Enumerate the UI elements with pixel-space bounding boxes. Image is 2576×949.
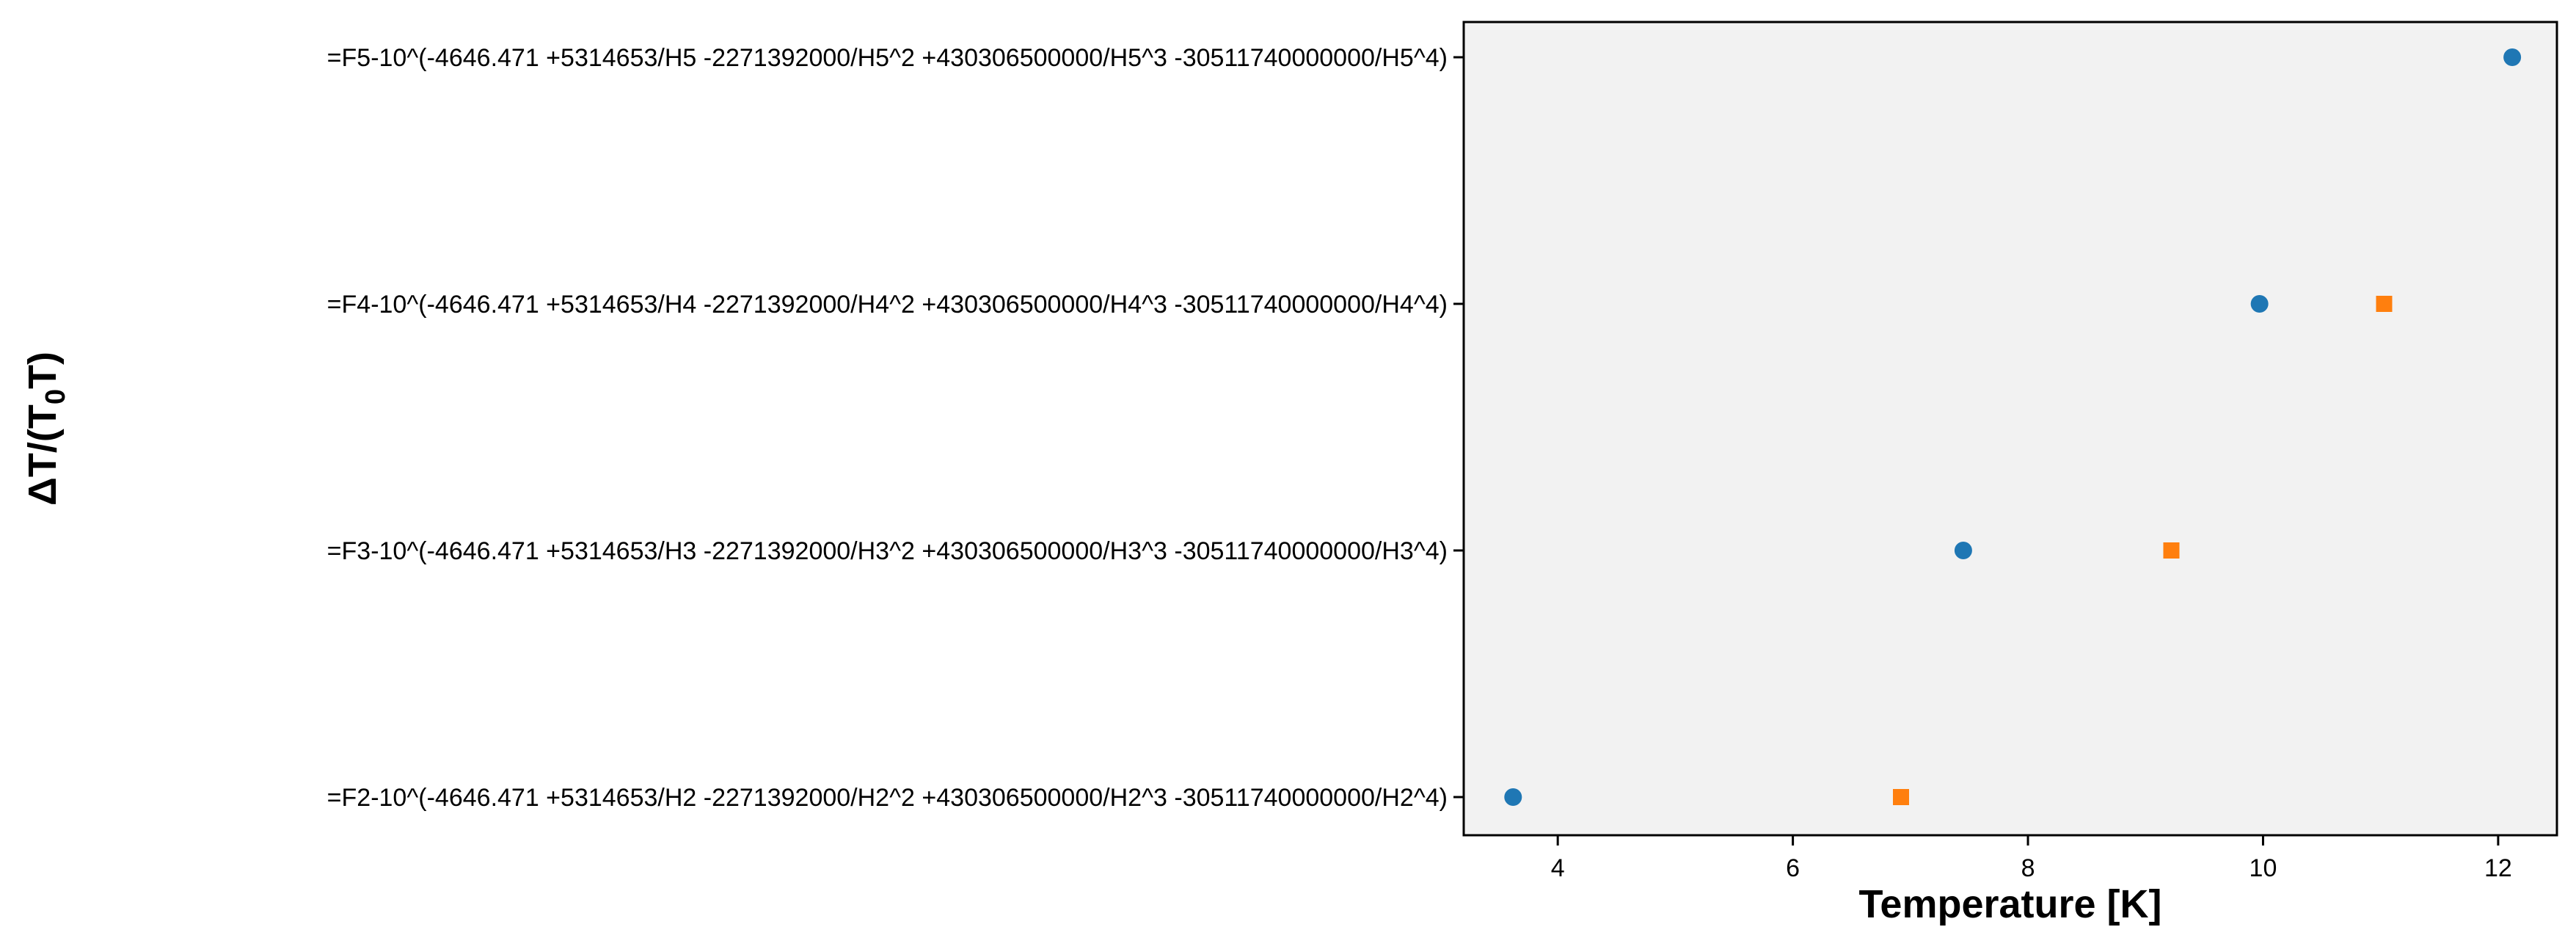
plot-frame (1462, 21, 2558, 837)
x-axis-ticks: 4 6 8 10 12 (1551, 835, 2512, 882)
series-1-point (1954, 542, 1972, 559)
plot-area (1464, 22, 2557, 835)
y-tick-label: =F5-10^(-4646.471 +5314653/H5 -227139200… (327, 44, 1448, 72)
y-tick-label: =F4-10^(-4646.471 +5314653/H4 -227139200… (327, 291, 1448, 319)
series-1-point (1504, 788, 1522, 806)
x-tick-label: 12 (2484, 854, 2512, 882)
series-1-point (2250, 295, 2269, 313)
x-tick-label: 8 (2021, 854, 2035, 882)
y-axis-label-main: ΔT/(T (21, 404, 65, 506)
series-2-point (2376, 296, 2393, 312)
series-2-point (2163, 542, 2180, 559)
y-axis-label: ΔT/(T0T) (21, 352, 71, 506)
x-tick-label: 4 (1551, 854, 1565, 882)
y-axis-ticks: =F2-10^(-4646.471 +5314653/H2 -227139200… (327, 44, 1464, 812)
x-tick-label: 10 (2250, 854, 2277, 882)
series-2-point (1893, 789, 1909, 805)
data-points (1504, 48, 2522, 806)
y-axis-label-tail: T) (21, 352, 65, 389)
series-1-point (2503, 48, 2522, 66)
x-tick-label: 6 (1786, 854, 1800, 882)
y-tick-label: =F3-10^(-4646.471 +5314653/H3 -227139200… (327, 537, 1448, 565)
x-axis-label: Temperature [K] (1858, 882, 2161, 926)
y-tick-label: =F2-10^(-4646.471 +5314653/H2 -227139200… (327, 784, 1448, 812)
y-axis-label-subscript: 0 (40, 389, 71, 404)
